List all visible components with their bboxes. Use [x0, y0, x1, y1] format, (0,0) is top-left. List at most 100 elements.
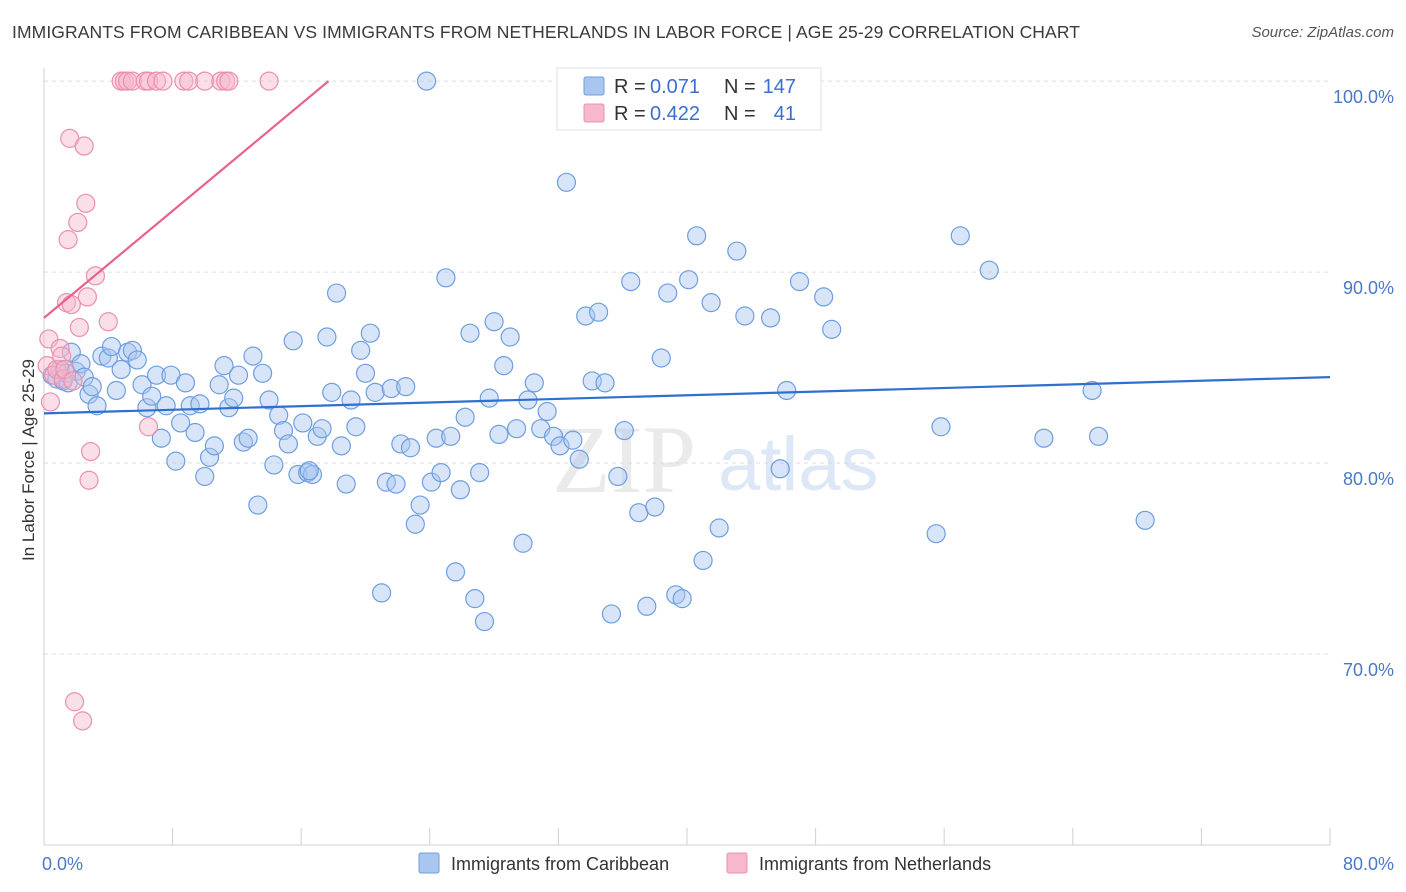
data-point — [79, 470, 99, 490]
data-point — [1088, 426, 1109, 446]
data-point — [489, 424, 509, 445]
data-point — [195, 71, 215, 91]
data-point — [569, 449, 589, 469]
data-point — [64, 692, 85, 712]
data-point — [376, 472, 396, 492]
data-point — [687, 226, 707, 246]
legend-swatch-netherlands — [583, 103, 605, 123]
data-point — [293, 413, 313, 433]
data-point — [55, 359, 75, 380]
data-point — [153, 71, 173, 91]
data-point — [211, 71, 231, 91]
data-point — [450, 480, 470, 500]
data-point — [426, 428, 446, 448]
x-tick-label-max: 80.0% — [1343, 854, 1394, 874]
data-point — [166, 451, 186, 471]
data-point — [146, 365, 167, 385]
data-point — [58, 230, 78, 250]
legend-r-value: 0.071 — [650, 76, 700, 98]
legend-n-label: N = — [724, 103, 756, 125]
legend-r-label: R = — [614, 103, 646, 125]
data-point — [326, 283, 347, 303]
data-point — [770, 459, 790, 479]
data-point — [595, 373, 615, 393]
bottom-legend-label-netherlands: Immigrants from Netherlands — [759, 854, 991, 874]
data-point — [98, 348, 118, 368]
data-point — [61, 294, 81, 315]
data-point — [214, 356, 234, 376]
data-point — [336, 474, 356, 494]
data-point — [931, 417, 951, 437]
data-point — [69, 317, 89, 338]
data-point — [465, 589, 485, 609]
data-point — [563, 430, 583, 450]
data-point — [507, 419, 527, 439]
bottom-legend-swatch-caribbean — [418, 852, 440, 874]
data-point — [556, 172, 577, 192]
tick-labels: 70.0% 80.0% 90.0% 100.0% 0.0% 80.0% — [42, 87, 1394, 874]
y-tick-label: 90.0% — [1343, 278, 1394, 298]
data-point — [317, 327, 337, 347]
data-point — [371, 583, 392, 603]
data-point — [410, 495, 430, 515]
x-tick-label-min: 0.0% — [42, 854, 83, 874]
data-point — [137, 398, 157, 418]
data-point — [391, 434, 411, 454]
data-point — [513, 533, 533, 553]
data-point — [436, 268, 456, 288]
data-point — [474, 611, 495, 632]
y-tick-label: 80.0% — [1343, 469, 1394, 489]
legend-swatch-caribbean — [583, 76, 605, 96]
data-point — [405, 514, 425, 534]
data-point — [106, 380, 126, 401]
data-point — [614, 420, 634, 441]
data-point — [470, 462, 490, 483]
trend-lines — [43, 80, 1331, 415]
data-point — [138, 417, 159, 437]
series-netherlands — [37, 71, 279, 731]
watermark-zip: ZIP — [552, 406, 696, 513]
legend-n-label: N = — [724, 76, 756, 98]
data-point — [122, 340, 143, 360]
data-point — [68, 212, 88, 233]
data-point — [645, 497, 665, 517]
data-point — [537, 401, 557, 422]
data-point — [138, 71, 159, 91]
data-point — [127, 350, 147, 370]
data-point — [701, 293, 721, 313]
data-point — [621, 272, 641, 292]
watermark-atlas: atlas — [718, 422, 879, 507]
data-point — [283, 331, 303, 351]
data-point — [543, 426, 564, 446]
data-point — [709, 518, 729, 538]
legend-r-value: 0.422 — [650, 103, 700, 125]
data-point — [76, 193, 96, 213]
data-point — [238, 428, 258, 448]
data-point — [789, 272, 810, 292]
data-point — [601, 604, 622, 624]
series-caribbean — [42, 71, 1155, 632]
data-point — [50, 338, 70, 359]
data-point — [651, 348, 671, 368]
data-point — [87, 396, 107, 416]
data-point — [365, 382, 385, 402]
data-point — [760, 308, 781, 328]
data-point — [484, 312, 504, 332]
data-point — [63, 371, 83, 391]
source-label: Source: ZipAtlas.com — [1251, 24, 1394, 41]
data-point — [351, 340, 371, 360]
data-point — [142, 386, 162, 406]
legend-n-value: 41 — [774, 103, 796, 125]
axes — [43, 68, 1331, 846]
data-point — [146, 71, 167, 91]
data-point — [479, 388, 499, 408]
data-point — [174, 71, 194, 91]
data-point — [445, 562, 466, 582]
data-point — [185, 422, 205, 443]
data-point — [195, 466, 215, 487]
data-point — [455, 407, 475, 427]
data-point — [179, 71, 199, 91]
data-point — [72, 711, 93, 731]
data-point — [576, 306, 596, 326]
